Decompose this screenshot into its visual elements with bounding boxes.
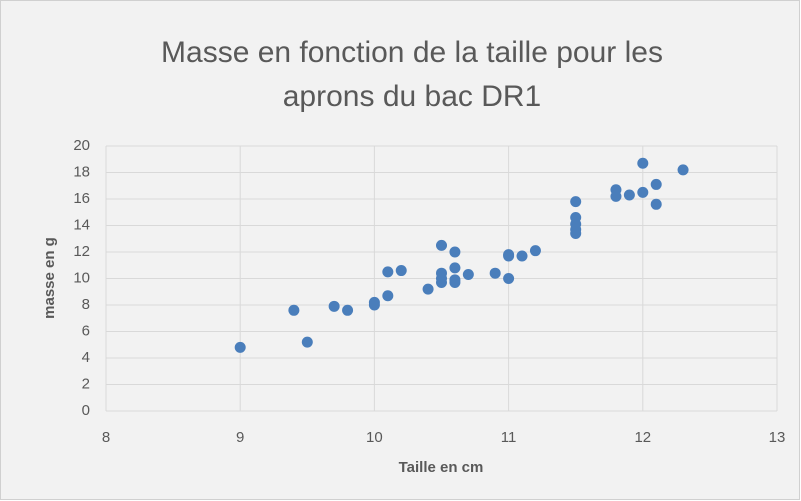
x-tick-label: 9	[236, 429, 244, 446]
point	[529, 245, 541, 257]
point	[637, 157, 649, 169]
point	[422, 283, 434, 295]
x-tick-label: 11	[501, 429, 517, 446]
y-tick-label: 14	[73, 216, 90, 233]
point	[610, 190, 622, 202]
y-tick-label: 18	[73, 163, 90, 180]
point	[449, 276, 461, 288]
x-tick-label: 12	[634, 429, 651, 446]
x-tick-label: 8	[102, 429, 110, 446]
chart-title: aprons du bac DR1	[283, 80, 542, 113]
point	[516, 250, 528, 262]
point	[368, 296, 380, 308]
point	[301, 336, 313, 348]
y-tick-label: 2	[82, 375, 90, 392]
point	[328, 300, 340, 312]
point	[436, 239, 447, 251]
x-tick-label: 13	[769, 429, 786, 446]
point	[623, 189, 635, 201]
point	[288, 304, 300, 316]
y-tick-label: 6	[82, 322, 90, 339]
y-tick-label: 16	[73, 190, 90, 207]
y-tick-label: 8	[82, 296, 90, 313]
chart-title: Masse en fonction de la taille pour les	[161, 36, 663, 69]
point	[395, 265, 407, 277]
y-tick-label: 20	[73, 137, 90, 154]
point	[570, 227, 582, 239]
y-tick-label: 0	[82, 402, 90, 419]
point	[650, 198, 662, 210]
y-tick-label: 10	[73, 269, 90, 286]
point	[234, 341, 246, 353]
point	[382, 290, 394, 302]
x-tick-label: 10	[366, 429, 383, 446]
point	[503, 250, 515, 262]
point	[503, 273, 515, 284]
y-axis-title: masse en g	[41, 237, 58, 319]
point	[382, 266, 394, 278]
x-axis-title: Taille en cm	[399, 459, 484, 476]
point	[677, 164, 689, 176]
point	[650, 178, 662, 190]
y-tick-label: 4	[82, 349, 90, 366]
point	[462, 269, 474, 281]
point	[449, 246, 461, 258]
point	[570, 196, 582, 208]
point	[489, 267, 501, 279]
point	[342, 304, 354, 316]
point	[449, 262, 461, 274]
point	[436, 276, 447, 288]
y-tick-label: 12	[73, 243, 90, 260]
point	[637, 186, 649, 198]
